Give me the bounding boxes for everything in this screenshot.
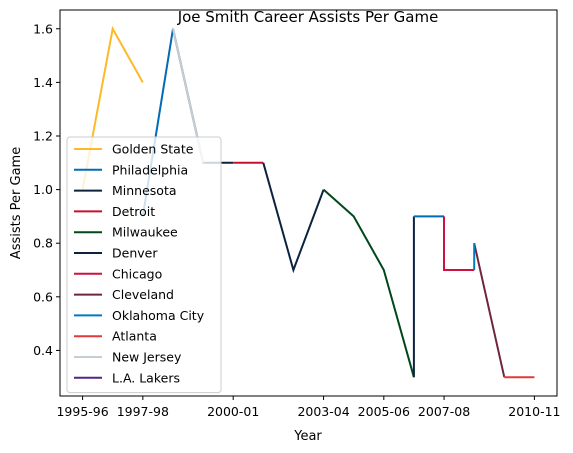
y-tick-label: 1.4 [33,75,53,90]
legend-label: Minnesota [112,183,177,198]
y-tick-label: 1.2 [33,128,53,143]
series-line-golden-state [81,25,144,190]
x-tick-label: 2010-11 [508,404,560,419]
legend-label: Philadelphia [112,162,188,177]
y-axis-ticks: 0.4 0.6 0.8 1.0 1.2 1.4 1.6 [33,21,60,358]
x-tick-label: 2007-08 [418,404,470,419]
x-axis-title: Year [293,429,322,444]
y-tick-label: 0.6 [33,289,53,304]
x-axis-ticks: 1995-96 1997-98 2000-01 2003-04 2005-06 2007-… [56,396,561,419]
y-tick-label: 0.4 [33,343,53,358]
x-tick-label: 2000-01 [207,404,259,419]
y-tick-label: 1.0 [33,182,53,197]
x-tick-label: 2005-06 [358,404,410,419]
legend-label: Detroit [112,204,155,219]
legend-box [66,136,222,394]
y-tick-label: 0.8 [33,236,53,251]
legend-label: Atlanta [112,329,157,344]
legend-label: L.A. Lakers [112,370,180,385]
series-line-minnesota [262,162,325,274]
plot-frame [59,9,558,397]
y-axis-title: Assists Per Game [9,147,24,259]
legend: Golden State Philadelphia Minnesota Detroit… [66,136,222,394]
x-tick-label: 2003-04 [297,404,349,419]
legend-label: Cleveland [112,287,174,302]
series-line-chicago [443,216,475,271]
legend-label: Oklahoma City [112,308,205,323]
legend-label: New Jersey [112,350,182,365]
series-line-cleveland [473,242,506,378]
legend-label: Denver [112,246,158,261]
x-tick-label: 1995-96 [56,404,108,419]
series-line-milwaukee [322,188,415,378]
x-tick-label: 1997-98 [117,404,169,419]
y-tick-label: 1.6 [33,21,53,36]
legend-label: Golden State [112,142,194,157]
legend-label: Chicago [112,266,162,281]
legend-label: Milwaukee [112,225,178,240]
chart-title: Joe Smith Career Assists Per Game [177,8,439,26]
